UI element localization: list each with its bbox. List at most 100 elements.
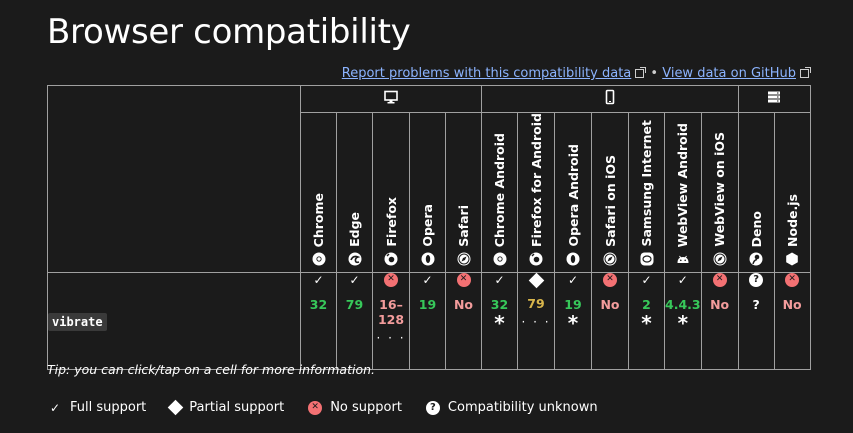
- platform-header-desktop: [300, 85, 482, 113]
- firefox-icon: [529, 252, 543, 266]
- support-yes-icon: ✓: [313, 272, 324, 287]
- desktop-icon: [383, 89, 399, 105]
- legend-label: Partial support: [189, 400, 285, 415]
- platform-header-mobile: [481, 85, 739, 113]
- footnote-asterisk-icon: *: [567, 310, 579, 335]
- support-yes-icon: ✓: [677, 272, 688, 287]
- link-separator: •: [650, 66, 659, 81]
- safari-icon: [457, 252, 471, 266]
- support-no-icon: ✕: [785, 272, 800, 287]
- browser-header: Chrome Android: [481, 112, 518, 273]
- browser-name: Samsung Internet: [639, 120, 654, 247]
- support-version: 16– 128: [377, 296, 405, 327]
- server-icon: [766, 89, 782, 105]
- support-cell-chrome-android[interactable]: ✓ 32 *: [481, 271, 518, 370]
- chrome-icon: [493, 252, 507, 266]
- support-yes-icon: ✓: [349, 272, 360, 287]
- support-cell-webview-on-ios[interactable]: ✕ No: [700, 271, 739, 370]
- footnote-asterisk-icon: *: [677, 310, 689, 335]
- support-cell-webview-android[interactable]: ✓ 4.4.3 *: [664, 271, 702, 370]
- browser-header: Firefox: [372, 112, 410, 273]
- report-problems-link[interactable]: Report problems with this compatibility …: [341, 66, 632, 81]
- nodejs-icon: [785, 252, 799, 266]
- browser-name: Safari on iOS: [602, 155, 618, 247]
- more-info-dots-icon: · · ·: [521, 314, 551, 329]
- deno-icon: [749, 252, 763, 266]
- chrome-icon: [312, 252, 326, 266]
- support-unknown-icon: ?: [749, 272, 764, 287]
- legend-label: Compatibility unknown: [447, 400, 598, 415]
- support-cell-opera[interactable]: ✓ 19: [409, 271, 446, 370]
- support-no-icon: ✕: [456, 272, 471, 287]
- support-yes-icon: ✓: [567, 272, 579, 287]
- browser-header: Firefox for Android: [517, 112, 555, 273]
- legend-partial-icon: [168, 399, 184, 416]
- support-cell-edge[interactable]: ✓ 79: [336, 271, 373, 370]
- legend-label: Full support: [70, 400, 147, 415]
- browser-name: WebView Android: [675, 122, 691, 247]
- support-partial-icon: [528, 272, 544, 289]
- github-link[interactable]: View data on GitHub: [662, 66, 796, 81]
- browser-header: Node.js: [773, 112, 811, 273]
- support-version: 79: [345, 296, 364, 312]
- tip-text: Tip: you can click/tap on a cell for mor…: [47, 362, 375, 377]
- compat-links: Report problems with this compatibility …: [342, 66, 811, 81]
- support-yes-icon: ✓: [641, 272, 652, 287]
- browser-name: Opera: [420, 204, 435, 247]
- browser-name: Opera Android: [565, 144, 581, 247]
- support-version: ?: [752, 296, 760, 312]
- footnote-asterisk-icon: *: [641, 310, 652, 335]
- legend-item-no: ✕ No support: [308, 400, 402, 415]
- browser-name: Safari: [456, 205, 471, 247]
- browser-name: Chrome Android: [492, 132, 507, 247]
- support-version: 2: [642, 296, 651, 312]
- more-info-dots-icon: · · ·: [376, 330, 406, 345]
- support-cell-samsung-internet[interactable]: ✓ 2 *: [628, 271, 665, 370]
- footnote-asterisk-icon: *: [494, 310, 505, 335]
- legend-item-yes: ✓ Full support: [48, 400, 146, 415]
- support-yes-icon: ✓: [422, 272, 433, 287]
- support-version: No: [782, 296, 802, 312]
- support-cell-node-js[interactable]: ✕ No: [773, 271, 811, 370]
- support-cell-chrome[interactable]: ✓ 32: [300, 271, 337, 370]
- compat-table: Chrome Edge Firefox Opera Safari Chrome Andro…: [47, 85, 811, 370]
- legend-unknown-icon: ?: [425, 400, 440, 415]
- browser-header: Opera Android: [554, 112, 592, 273]
- browser-header: Safari on iOS: [591, 112, 629, 273]
- legend-item-partial: Partial support: [168, 399, 285, 416]
- browser-header: Samsung Internet: [628, 112, 665, 273]
- browser-header: Deno: [737, 112, 775, 273]
- support-cell-deno[interactable]: ??: [737, 271, 775, 370]
- support-version: No: [453, 296, 474, 312]
- support-cell-opera-android[interactable]: ✓ 19 *: [554, 271, 592, 370]
- support-version: 19: [564, 296, 582, 312]
- support-cell-safari[interactable]: ✕ No: [445, 271, 482, 370]
- support-cell-firefox-for-android[interactable]: 79 · · ·: [517, 271, 555, 370]
- feature-name: vibrate: [48, 312, 107, 331]
- legend: ✓ Full support Partial support ✕ No support?…: [48, 399, 622, 416]
- browser-name: Deno: [748, 210, 764, 247]
- support-version: 19: [418, 296, 437, 312]
- external-link-icon: [800, 67, 811, 78]
- support-cell-safari-on-ios[interactable]: ✕ No: [591, 271, 629, 370]
- opera-icon: [421, 252, 435, 266]
- legend-yes-icon: ✓: [49, 400, 61, 415]
- support-version: 32: [309, 296, 328, 312]
- browser-name: WebView on iOS: [712, 132, 728, 247]
- support-no-icon: ✕: [384, 272, 398, 287]
- feature-name-cell[interactable]: vibrate: [47, 271, 301, 370]
- browser-header: Chrome: [300, 112, 337, 273]
- support-cell-firefox[interactable]: ✕ 16– 128 · · ·: [372, 271, 410, 370]
- legend-no-icon: ✕: [308, 400, 323, 415]
- legend-label: No support: [330, 400, 402, 415]
- safari-icon: [603, 252, 617, 266]
- browser-header: Edge: [336, 112, 373, 273]
- firefox-icon: [384, 252, 398, 266]
- platform-header-server: [737, 85, 811, 113]
- safari-icon: [713, 252, 727, 266]
- support-version: 32: [490, 296, 509, 312]
- table-corner: [47, 85, 301, 273]
- browser-name: Firefox for Android: [528, 113, 544, 247]
- edge-icon: [348, 252, 362, 266]
- browser-name: Node.js: [784, 194, 800, 247]
